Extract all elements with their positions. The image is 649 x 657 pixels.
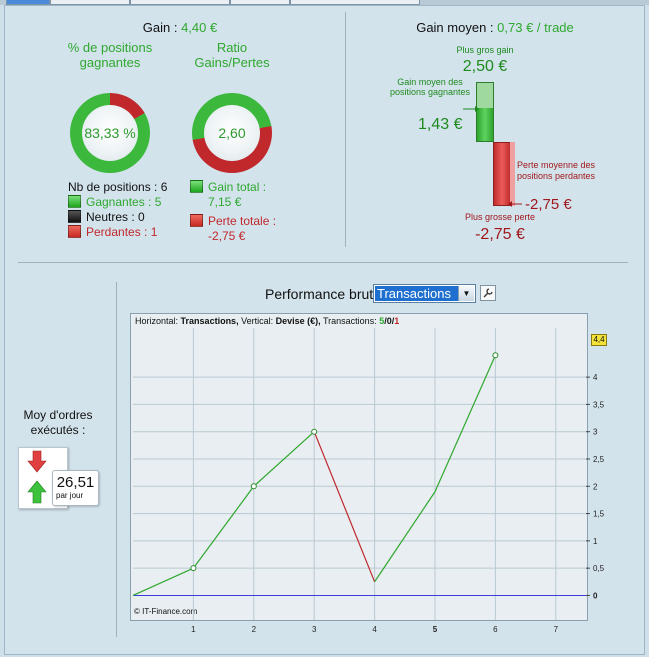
gain-total-swatch [190,180,203,193]
gain-summary: Gain : 4,40 € [30,20,330,35]
y-tick-label: 2 [593,482,598,491]
data-point [492,352,499,359]
max-loss-value: -2,75 € [475,226,525,243]
orders-value: 26,51 [56,474,95,491]
positions-legend: Nb de positions : 6 Gagnantes : 5 Neutre… [68,180,167,240]
series-segment [434,355,496,492]
tab-4[interactable] [230,0,290,5]
chart-caption: Horizontal: Transactions, Vertical: Devi… [135,316,399,326]
avg-winning-label: Gain moyen des positions gagnantes [389,77,471,97]
x-tick-label: 4 [372,625,377,634]
wrench-icon[interactable] [480,285,496,301]
y-tick-label: 3 [593,428,598,437]
totals-legend: Gain total : 7,15 € Perte totale : -2,75… [190,180,276,244]
caption-vertical-label: Vertical: [241,316,274,326]
series-segment [374,491,436,583]
vertical-divider [345,12,346,247]
ratio-value: 2,60 [218,125,246,141]
avg-loss-value: -2,75 € [525,196,572,213]
orders-value-badge: 26,51 par jour [52,470,99,506]
y-tick-label: 4 [593,373,598,382]
series-segment [313,431,376,583]
neutral-swatch [68,210,81,223]
tab-active[interactable] [6,0,50,5]
max-loss-label: Plus grosse perte [464,212,536,222]
ratio-donut: 2,60 [192,93,272,173]
gain-label: Gain : [142,20,178,35]
loss-total-label: Perte totale : [208,214,277,228]
data-point [190,565,197,572]
x-tick-label: 5 [433,625,438,634]
avg-gain-value: 0,73 € / trade [497,20,574,35]
avg-gain-bar [477,108,493,141]
gain-value: 4,40 € [181,20,218,35]
gain-total-label: Gain total : [208,180,267,194]
x-tick-label: 2 [252,625,257,634]
losers-count: Perdantes : 1 [86,225,158,239]
avg-gain-label: Gain moyen : [416,20,494,35]
chevron-down-icon[interactable]: ▼ [458,286,474,301]
y-tick-label: 3,5 [593,400,605,409]
avg-gain-summary: Gain moyen : 0,73 € / trade [350,20,640,35]
avg-loss-label: Perte moyenne des positions perdantes [516,160,596,181]
performance-axis-select[interactable]: Transactions ▼ [373,284,476,303]
last-value-tag: 4,4 [591,334,607,346]
chart-copyright: © IT-Finance.com [134,607,198,616]
ratio-title: Ratio Gains/Pertes [194,40,270,70]
caption-sep-2: / [391,316,395,326]
orders-unit: par jour [56,491,84,500]
x-tick-label: 6 [493,625,498,634]
loss-total-swatch [190,214,203,227]
winners-count: Gagnantes : 5 [86,195,162,209]
caption-horizontal-value: Transactions, [180,316,239,326]
positions-count: Nb de positions : 6 [68,180,168,194]
bar-pointers [463,106,522,207]
tab-3[interactable] [130,0,230,5]
data-point [311,428,318,435]
caption-transactions-label: Transactions: [323,316,377,326]
gain-total-value: 7,15 € [208,195,242,209]
x-tick-label: 1 [191,625,196,634]
orders-arrows-icon [27,450,47,504]
caption-wins: 5 [379,316,385,326]
data-point [250,483,257,490]
series-segment [253,431,315,487]
caption-horizontal-label: Horizontal: [135,316,179,326]
tab-2[interactable] [50,0,130,5]
winning-percent-title: % de positions gagnantes [67,40,153,70]
y-tick-label: 1 [593,537,598,546]
max-gain-label: Plus gros gain [456,45,514,55]
performance-select-value: Transactions [375,286,458,301]
x-tick-label: 7 [554,625,559,634]
y-tick-label: 0,5 [593,564,605,573]
series-segment [192,485,255,569]
winners-swatch [68,195,81,208]
winning-percent-value: 83,33 % [84,125,136,141]
neutral-count: Neutres : 0 [86,210,145,224]
caption-losses: 1 [394,316,400,326]
loss-total-value: -2,75 € [208,229,246,243]
winning-percent-donut: 83,33 % [70,93,150,173]
x-tick-label: 3 [312,625,317,634]
y-tick-label: 2,5 [593,455,605,464]
avg-winning-value: 1,43 € [418,116,463,133]
tab-strip [0,0,649,5]
performance-title: Performance brute [265,286,381,302]
performance-chart [130,313,588,621]
orders-title: Moy d'ordres exécutés : [23,408,93,437]
tab-5[interactable] [290,0,420,5]
caption-sep-1: / [384,316,387,326]
y-tick-label: 0 [593,591,598,600]
chart-side-divider [116,282,117,637]
y-tick-label: 1,5 [593,510,605,519]
max-gain-value: 2,50 € [462,58,508,75]
losers-swatch [68,225,81,238]
horizontal-divider [18,262,628,263]
series-segment [132,567,194,596]
loss-bar-edge [510,142,515,206]
caption-vertical-value: Devise (€), [275,316,321,326]
caption-neutral: 0 [386,316,392,326]
